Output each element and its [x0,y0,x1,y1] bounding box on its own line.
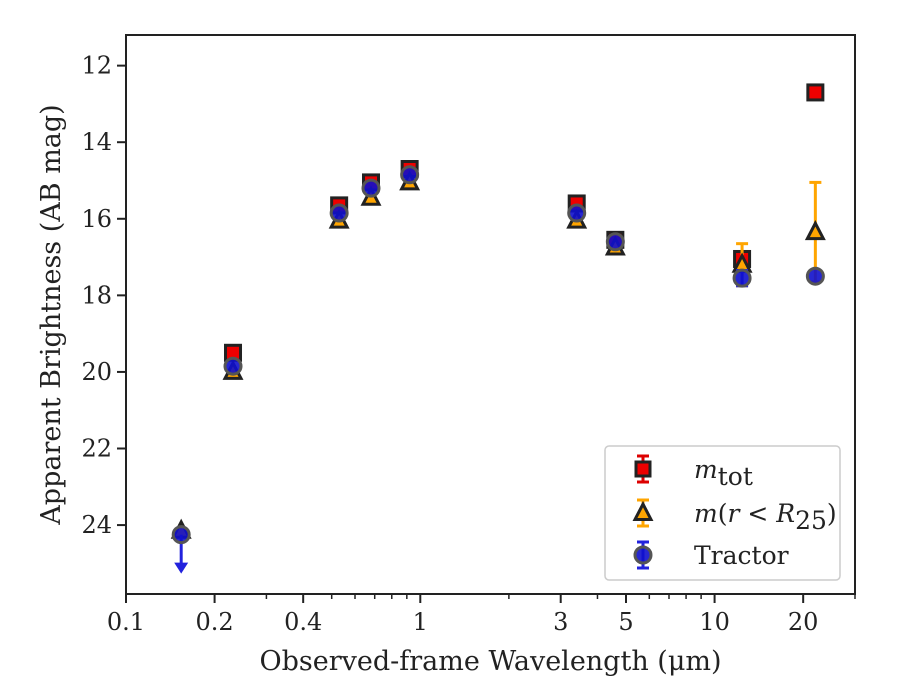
x-tick-label: 20 [788,608,819,636]
circle-marker [805,266,825,286]
circle-marker [361,178,381,198]
circle-marker [223,356,243,376]
circle-marker [400,165,420,185]
circle-marker [732,268,752,288]
plot-frame [125,34,856,595]
y-tick-label: 12 [81,52,112,80]
y-tick-label: 16 [81,205,112,233]
legend-label-square: mtot [694,455,753,491]
x-axis-label: Observed-frame Wavelength (μm) [259,646,721,677]
square-marker [806,83,825,102]
y-tick-label: 24 [81,511,112,539]
x-tick-label: 0.4 [284,608,322,636]
triangle-marker [804,219,826,241]
circle-marker [171,525,191,545]
series-circle [171,165,825,574]
y-tick-label: 18 [81,281,112,309]
y-tick-label: 20 [81,358,112,386]
legend-label-triangle: m(r < R25) [694,499,837,535]
triangle-marker [632,500,654,521]
axis-ticks: 0.1 0.2 0.4 1 3 5 10 20 12 14 16 18 20 22 24 [81,52,856,636]
circle-marker [329,203,349,223]
data-marks [170,83,826,574]
x-tick-label: 1 [413,608,428,636]
y-tick-label: 14 [81,128,112,156]
x-tick-label: 0.2 [196,608,234,636]
x-tick-label: 5 [618,608,633,636]
legend-label-circle: Tractor [694,541,789,570]
circle-marker [633,545,653,565]
upper-limit-arrowhead [174,562,189,574]
square-marker [634,460,652,478]
legend: mtot m(r < R25) Tractor [604,445,841,581]
x-tick-label: 3 [553,608,568,636]
x-tick-label: 10 [699,608,730,636]
y-axis-label: Apparent Brightness (AB mag) [36,104,67,525]
x-tick-label: 0.1 [107,608,145,636]
circle-marker [567,203,587,223]
y-tick-label: 22 [81,435,112,463]
circle-marker [605,232,625,252]
legend-box [604,445,841,581]
